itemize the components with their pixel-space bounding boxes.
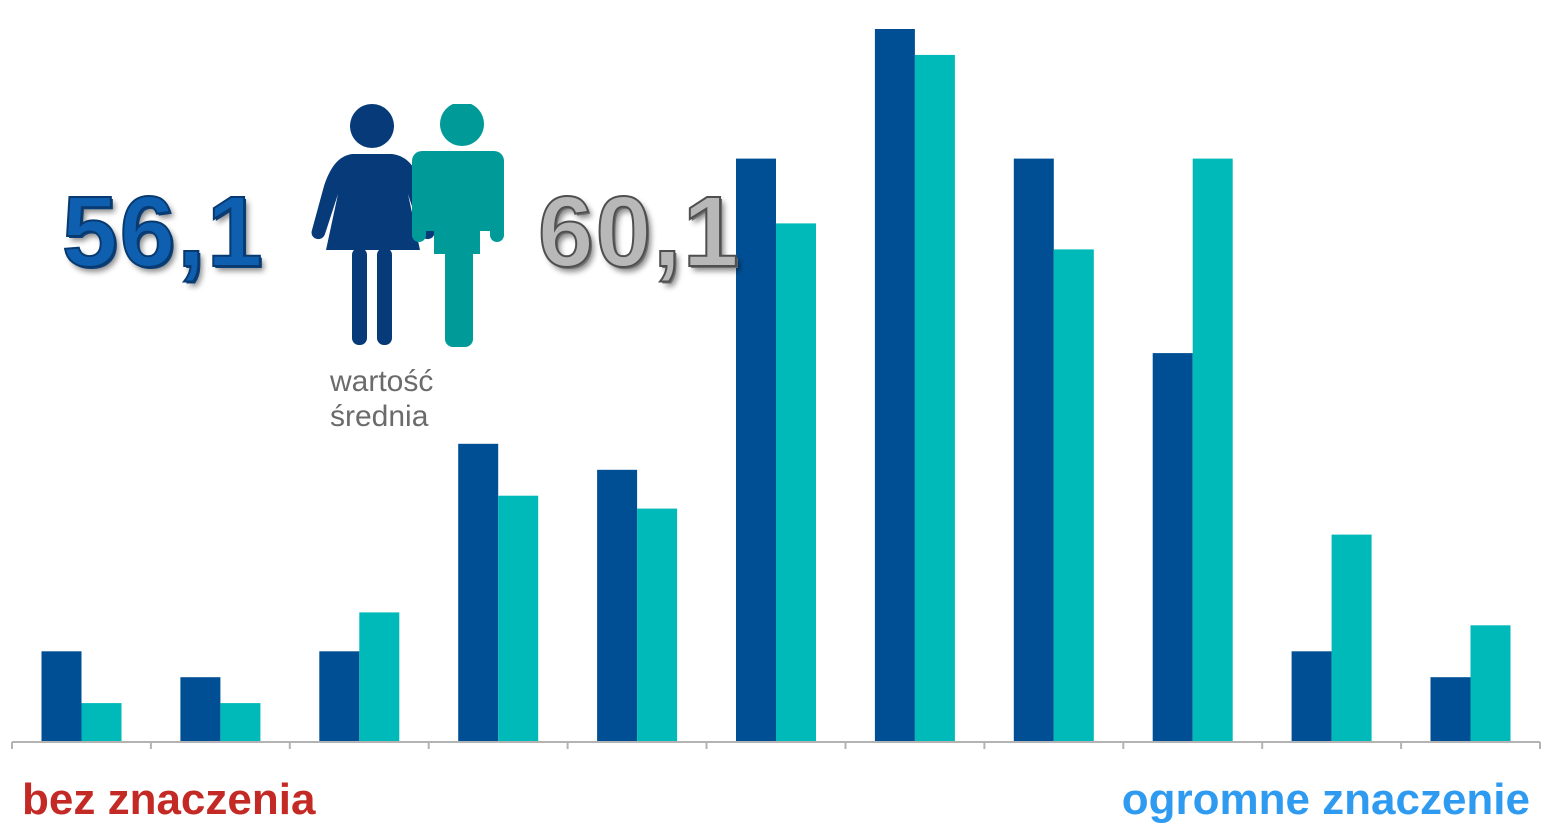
x-axis-ticks (11, 742, 1541, 749)
bar-men-8 (1192, 158, 1233, 743)
bar-men-7 (1053, 249, 1094, 742)
bar-men-9 (1331, 534, 1372, 742)
bar-men-3 (498, 495, 539, 742)
bar-men-2 (359, 612, 400, 742)
average-label-line1: wartość (330, 365, 434, 398)
bar-women-5 (736, 158, 776, 743)
bar-women-0 (41, 651, 82, 743)
bar-men-10 (1470, 625, 1511, 742)
man-figure-icon (412, 104, 504, 347)
average-label: wartość średnia (330, 364, 433, 434)
people-icons (311, 104, 504, 347)
bar-women-10 (1430, 677, 1471, 742)
axis-end-label: ogromne znaczenie (1121, 775, 1530, 824)
bar-women-3 (458, 443, 499, 742)
bar-men-4 (637, 508, 678, 742)
bar-men-1 (220, 703, 261, 742)
axis-start-label: bez znaczenia (22, 775, 316, 824)
bar-men-0 (81, 703, 122, 742)
women-average-value: 56,1 (61, 176, 265, 288)
bar-women-1 (180, 677, 221, 742)
bar-men-6 (914, 54, 955, 742)
bar-women-8 (1152, 353, 1193, 742)
bars-group (41, 29, 1511, 743)
bar-women-9 (1291, 651, 1332, 743)
bar-women-7 (1013, 158, 1054, 743)
woman-figure-icon (311, 104, 435, 345)
bar-men-5 (776, 223, 816, 742)
average-label-line2: średnia (330, 400, 429, 433)
bar-women-2 (319, 651, 360, 743)
men-average-value: 60,1 (537, 176, 741, 288)
bar-women-4 (597, 469, 638, 743)
bar-women-6 (874, 29, 915, 742)
